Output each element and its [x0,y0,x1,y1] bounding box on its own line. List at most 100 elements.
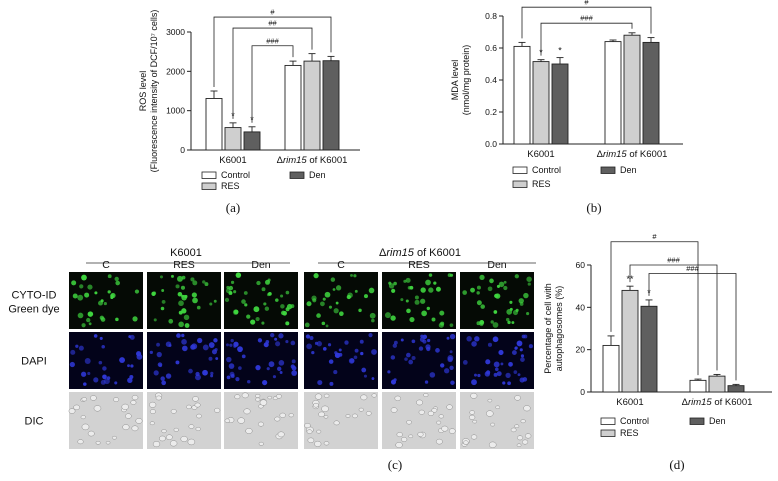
bar-res [621,289,639,393]
column-label: RES [173,259,195,271]
group-label-part: of K6001 [627,149,668,160]
cell-outline [323,441,330,446]
cell-dot [493,372,498,377]
cell-outline [472,419,478,424]
cell-dot [474,373,477,377]
cell-dot [444,368,450,374]
cell-dot [263,302,267,306]
cell-outline [73,404,80,411]
cell-dot [250,319,256,325]
cell-dot [350,273,353,277]
cell-dot [190,277,195,282]
cell-outline [416,399,424,406]
cell-dot [313,273,319,279]
cell-dot [328,305,333,309]
cell-outline [113,397,120,402]
cell-dot [181,294,187,301]
cell-outline [112,435,117,440]
cell-outline [487,398,493,403]
micrograph-background [147,272,221,329]
cell-dot [314,341,319,345]
cell-outline [288,413,294,418]
bracket-label: # [270,8,275,17]
y-axis-label: Percentage of cell with autophagosomes (%… [543,283,564,374]
group-label-part: Δ [597,149,604,160]
bar-den [642,41,660,145]
cell-dot [191,343,198,350]
cell-outline [93,405,102,412]
group-label-part: rim15 [688,397,712,408]
y-axis-label-line2: (nmol/mg protein) [461,45,471,116]
cell-dot [202,369,208,376]
cell-dot [369,312,376,319]
cell-dot [316,341,322,347]
group-label: Δrim15 of K6001 [597,149,668,160]
cell-dot [407,285,412,290]
cell-dot [471,379,477,386]
cell-dot [268,361,275,368]
cell-dot [324,291,331,298]
cell-outline [279,412,286,418]
cell-dot [495,367,499,372]
cell-outline [514,424,520,429]
cell-dot [354,289,358,293]
cell-outline [87,430,95,437]
cell-dot [511,321,515,324]
cell-dot [291,359,296,364]
micrograph-blue [460,332,534,389]
cell-dot [243,291,248,295]
cell-dot [253,306,260,313]
cell-dot [325,324,329,328]
cell-dot [506,308,513,315]
cell-dot [476,300,482,306]
cell-dot [209,302,213,306]
cell-dot [371,377,375,380]
cell-dot [426,306,431,311]
cell-dot [181,308,187,314]
cell-outline [307,437,315,444]
cell-dot [280,294,284,298]
cell-dot [500,362,504,366]
cell-dot [359,339,364,344]
cell-dot [233,309,239,315]
panel-label: (d) [669,457,684,472]
cell-dot [322,297,326,301]
cell-dot [493,361,500,368]
cell-dot [305,334,311,339]
row-label: DAPI [21,356,47,368]
cell-dot [428,287,434,293]
cell-dot [170,274,174,278]
comparison-bracket [648,273,737,381]
cell-dot [321,321,326,326]
y-tick-label: 0 [180,145,185,155]
cell-dot [183,314,190,321]
cell-dot [353,355,358,360]
cell-outline [514,395,521,401]
cell-outline [188,424,195,429]
cell-dot [354,348,359,353]
legend-label-res: RES [221,181,240,191]
cell-outline [470,392,478,399]
panel-label: (c) [388,457,402,472]
cell-dot [487,286,493,292]
comparison-bracket [629,264,718,371]
cell-dot [425,279,431,286]
micrograph-background [224,272,298,329]
cell-dot [196,305,201,310]
cell-dot [132,316,138,322]
micrograph-green [147,272,221,329]
cell-dot [480,304,485,309]
cell-dot [127,364,130,368]
cell-dot [88,322,92,326]
cell-dot [476,285,481,290]
cell-dot [371,349,377,355]
cell-dot [363,374,368,378]
bar-control [604,41,622,145]
cell-outline [523,405,531,412]
cell-dot [87,284,93,290]
micrograph-green [460,272,534,329]
cell-dot [134,289,140,294]
cell-dot [130,364,134,368]
cell-outline [510,427,517,433]
cell-dot [332,288,336,291]
